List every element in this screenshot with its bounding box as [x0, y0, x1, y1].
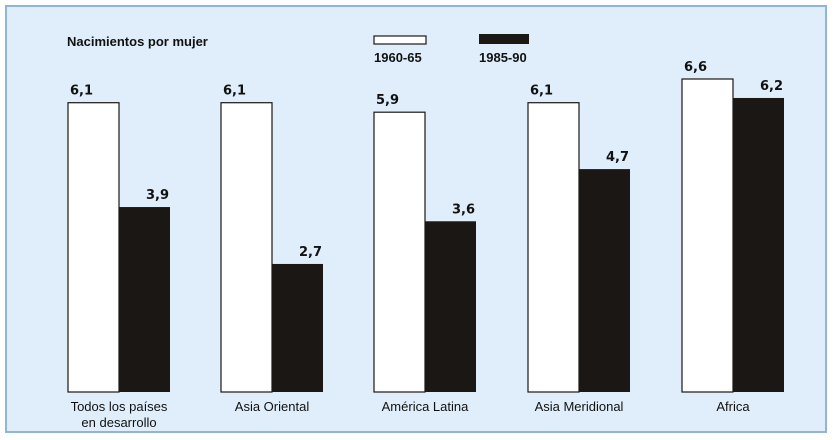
category-label-america-latina: América Latina	[382, 399, 469, 414]
legend-label-1985-90: 1985-90	[479, 50, 527, 65]
value-label-africa-1960-65: 6,6	[684, 60, 707, 75]
value-label-africa-1985-90: 6,2	[760, 79, 783, 94]
bar-africa-1960-65	[681, 78, 734, 393]
bar-america-latina-1985-90	[425, 221, 476, 392]
bar-america-latina-1960-65	[373, 111, 426, 393]
bar-africa-1985-90	[733, 97, 784, 392]
value-label-todos-los-paises-en-desarrollo-1960-65: 6,1	[70, 84, 93, 99]
bar-todos-los-paises-en-desarrollo-1985-90	[119, 207, 170, 392]
value-label-asia-oriental-1960-65: 6,1	[223, 84, 246, 99]
legend-label-1960-65: 1960-65	[374, 50, 422, 65]
legend-swatch-1960-65	[373, 35, 427, 45]
bars: 6,1 3,9 Todos los países en desarrollo 6,1 2,…	[67, 60, 784, 430]
bar-asia-meridional-1985-90	[579, 169, 630, 392]
bar-todos-los-paises-en-desarrollo-1960-65	[67, 102, 120, 393]
category-label-africa: Africa	[716, 399, 750, 414]
bar-asia-meridional-1960-65	[527, 102, 580, 393]
category-label-todos-los-paises-en-desarrollo: Todos los países en desarrollo	[71, 399, 168, 430]
value-label-todos-los-paises-en-desarrollo-1985-90: 3,9	[146, 188, 169, 203]
value-label-asia-meridional-1960-65: 6,1	[530, 84, 553, 99]
legend-swatch-1985-90	[479, 34, 529, 44]
bar-asia-oriental-1985-90	[272, 263, 323, 392]
chart-title: Nacimientos por mujer	[67, 34, 208, 49]
legend: 1960-65 1985-90	[373, 34, 529, 65]
category-label-asia-oriental: Asia Oriental	[235, 399, 310, 414]
value-label-america-latina-1985-90: 3,6	[452, 202, 475, 217]
value-label-asia-meridional-1985-90: 4,7	[606, 150, 629, 165]
value-label-america-latina-1960-65: 5,9	[376, 93, 399, 108]
value-label-asia-oriental-1985-90: 2,7	[299, 245, 322, 260]
bar-asia-oriental-1960-65	[220, 102, 273, 393]
category-label-asia-meridional: Asia Meridional	[535, 399, 624, 414]
